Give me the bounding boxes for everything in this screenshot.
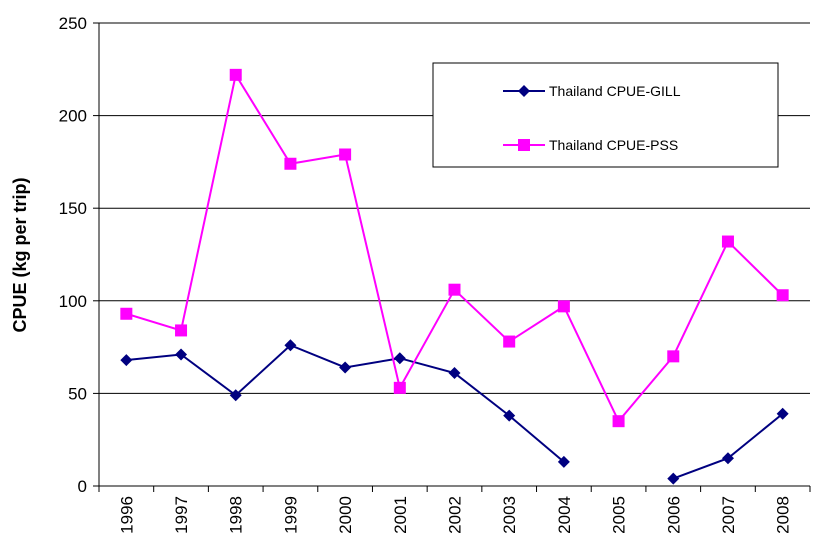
data-point	[284, 339, 297, 352]
data-point	[503, 335, 516, 348]
x-tick-label: 2005	[610, 496, 629, 534]
data-point	[175, 324, 188, 337]
data-point	[448, 283, 461, 296]
data-point	[339, 361, 352, 374]
y-tick-label: 50	[68, 384, 87, 403]
data-point	[667, 350, 680, 363]
data-point	[339, 148, 352, 161]
data-point	[721, 235, 734, 248]
legend-marker	[518, 139, 530, 151]
x-tick-label: 2007	[719, 496, 738, 534]
series-line	[126, 344, 784, 480]
y-tick-label: 250	[59, 14, 87, 33]
x-tick-label: 1999	[281, 496, 300, 534]
x-tick-label: 2001	[391, 496, 410, 534]
y-tick-label: 0	[78, 477, 87, 496]
data-point	[721, 452, 734, 465]
data-point	[667, 472, 680, 485]
legend-marker	[518, 85, 530, 97]
data-point	[229, 389, 242, 402]
data-point	[229, 68, 242, 81]
y-tick-label: 150	[59, 199, 87, 218]
x-tick-label: 1997	[172, 496, 191, 534]
data-point	[557, 300, 570, 313]
y-axis-label: CPUE (kg per trip)	[10, 177, 30, 332]
x-tick-label: 2003	[500, 496, 519, 534]
data-point	[120, 307, 133, 320]
y-tick-label: 100	[59, 292, 87, 311]
y-tick-label: 200	[59, 107, 87, 126]
x-tick-label: 1998	[227, 496, 246, 534]
data-point	[175, 348, 188, 361]
x-tick-label: 2002	[446, 496, 465, 534]
data-point	[776, 407, 789, 420]
data-point	[284, 157, 297, 170]
legend-label: Thailand CPUE-PSS	[549, 137, 678, 153]
data-point	[393, 381, 406, 394]
x-tick-label: 2006	[664, 496, 683, 534]
data-point	[120, 354, 133, 367]
data-point	[776, 289, 789, 302]
legend-label: Thailand CPUE-GILL	[549, 83, 681, 99]
x-tick-label: 2004	[555, 496, 574, 534]
x-tick-label: 1996	[117, 496, 136, 534]
data-point	[503, 409, 516, 422]
data-point	[557, 455, 570, 468]
legend-box	[432, 62, 779, 168]
data-point	[612, 415, 625, 428]
data-point	[393, 352, 406, 365]
x-tick-label: 2000	[336, 496, 355, 534]
x-tick-label: 2008	[774, 496, 793, 534]
data-point	[448, 367, 461, 380]
